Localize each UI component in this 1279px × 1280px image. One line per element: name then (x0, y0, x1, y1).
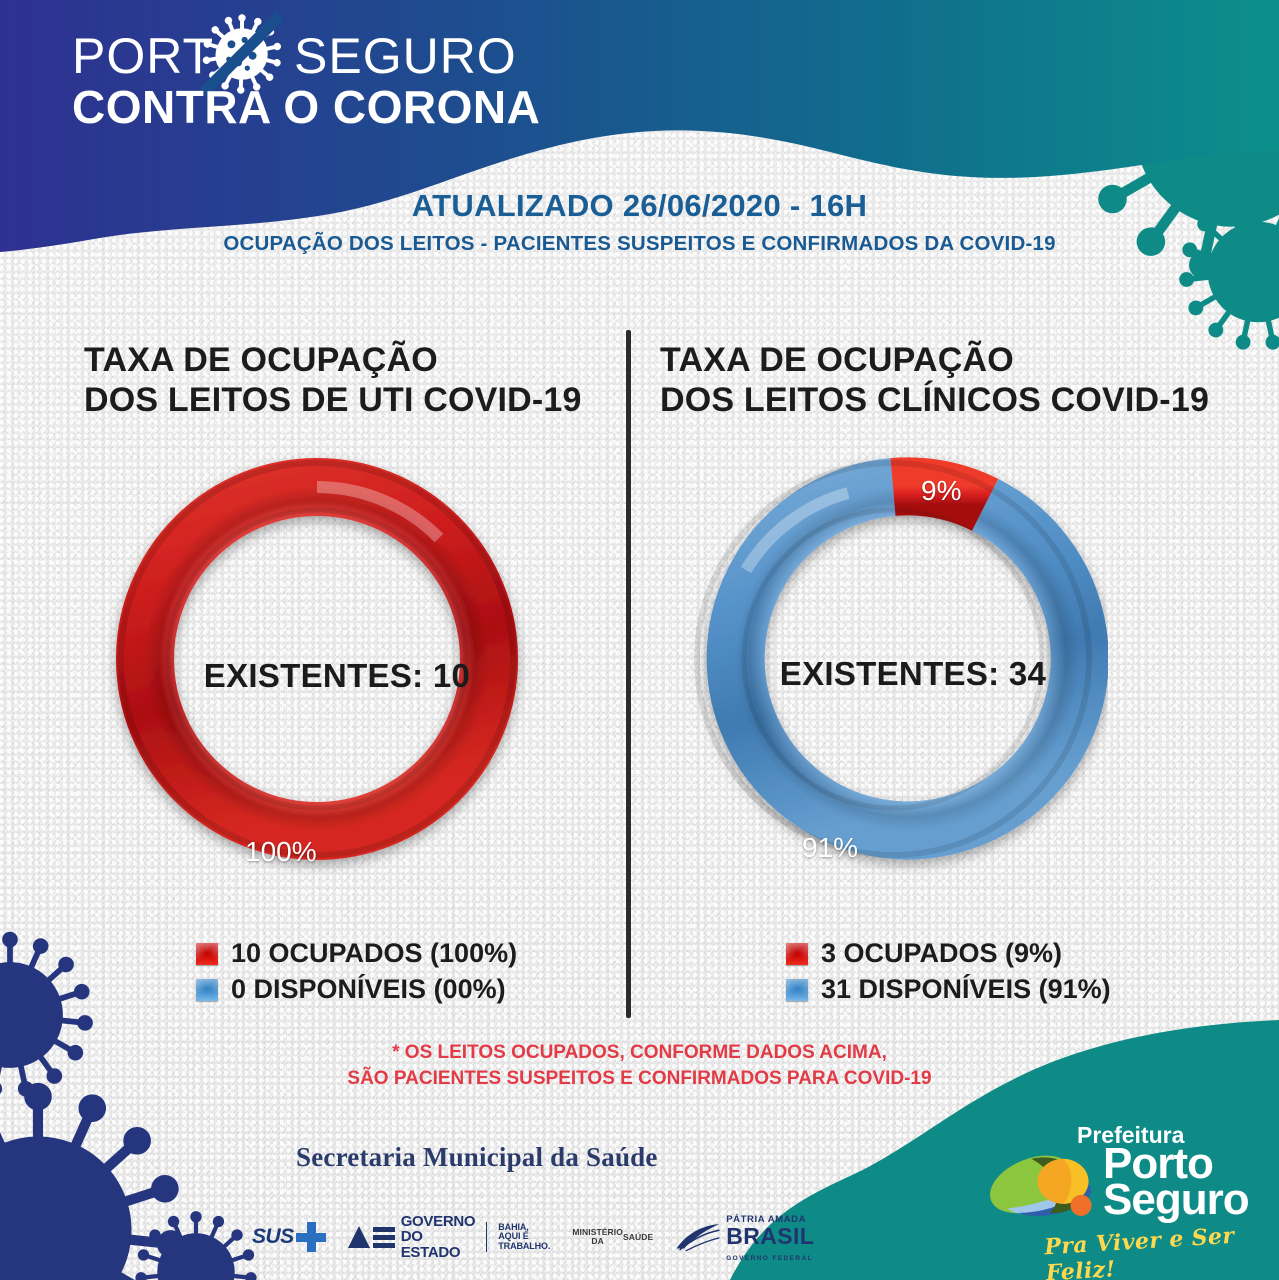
footnote-line-1: * OS LEITOS OCUPADOS, CONFORME DADOS ACI… (392, 1042, 887, 1063)
legend-label-occupied: 3 OCUPADOS (9%) (821, 938, 1063, 968)
logo-separator (486, 1222, 488, 1252)
legend-swatch-available-icon (786, 978, 808, 1001)
panel-clinicos-title-line-2: DOS LEITOS CLÍNICOS COVID-19 (660, 381, 1210, 420)
legend-label-available: 0 DISPONÍVEIS (00%) (231, 974, 506, 1004)
prefeitura-label: Prefeitura (1077, 1122, 1185, 1148)
legend-item: 31 DISPONÍVEIS (91%) (786, 974, 1256, 1005)
footnote-line-2: SÃO PACIENTES SUSPEITOS E CONFIRMADOS PA… (347, 1067, 932, 1089)
panel-clinicos-title: TAXA DE OCUPAÇÃO DOS LEITOS CLÍNICOS COV… (650, 340, 1250, 420)
donut-chart-uti: EXISTENTES: 10 100% (102, 444, 572, 904)
governo-mark-icon (347, 1226, 395, 1248)
sus-logo-text: SUS (252, 1225, 294, 1248)
brasil-top-line: PÁTRIA AMADA (726, 1214, 807, 1225)
brasil-bottom-line: GOVERNO FEDERAL (726, 1255, 813, 1262)
page-subtitle: OCUPAÇÃO DOS LEITOS - PACIENTES SUSPEITO… (223, 232, 1056, 255)
prefeitura-name-porto: Porto (1103, 1139, 1214, 1188)
coronavirus-icon (199, 11, 285, 97)
ministerio-line-2: SAÚDE (622, 1231, 654, 1242)
panel-uti-title: TAXA DE OCUPAÇÃO DOS LEITOS DE UTI COVID… (22, 340, 622, 420)
prefeitura-porto-seguro-logo: Prefeitura Porto Seguro Pra Viver e Ser … (985, 1120, 1255, 1280)
governo-text: GOVERNO DO ESTADO (401, 1214, 476, 1260)
prefeitura-name-seguro: Seguro (1103, 1175, 1250, 1224)
panel-uti-title-line-1: TAXA DE OCUPAÇÃO (84, 341, 438, 379)
legend-swatch-available-icon (196, 978, 218, 1001)
panel-uti-title-line-2: DOS LEITOS DE UTI COVID-19 (84, 381, 582, 420)
prefeitura-mark-icon (990, 1155, 1092, 1217)
legend-label-occupied: 10 OCUPADOS (100%) (231, 938, 518, 968)
legend-swatch-occupied-icon (196, 942, 218, 965)
donut-chart-clinicos: EXISTENTES: 34 9% 91% (678, 444, 1148, 904)
panel-uti: TAXA DE OCUPAÇÃO DOS LEITOS DE UTI COVID… (22, 340, 622, 904)
ministerio-line-1: MINISTÉRIO DA (572, 1227, 623, 1246)
brasil-main-line: BRASIL (726, 1223, 815, 1249)
legend-label-available: 31 DISPONÍVEIS (91%) (821, 974, 1111, 1004)
triangle-icon (347, 1226, 370, 1248)
governo-tagline: BAHIA, AQUI É TRABALHO. (498, 1221, 551, 1252)
sus-logo: SUS (252, 1215, 326, 1259)
ministerio-da-saude-logo: MINISTÉRIO DA SAÚDE (572, 1215, 653, 1259)
secretaria-label: Secretaria Municipal da Saúde (296, 1142, 658, 1172)
panel-divider (626, 330, 631, 1018)
bars-icon (372, 1226, 395, 1248)
brand-lockup: PORTO SEGURO (72, 11, 592, 133)
header-banner: PORTO SEGURO (0, 0, 1279, 260)
governo-tagline-2: AQUI É (498, 1231, 529, 1242)
legend-item: 0 DISPONÍVEIS (00%) (196, 974, 666, 1005)
legend-uti: 10 OCUPADOS (100%) 0 DISPONÍVEIS (00%) (196, 938, 666, 1010)
governo-tagline-1: BAHIA, (498, 1221, 529, 1232)
panel-clinicos: TAXA DE OCUPAÇÃO DOS LEITOS CLÍNICOS COV… (650, 340, 1250, 904)
governo-tagline-3: TRABALHO. (498, 1240, 551, 1251)
brasil-swoosh-icon (676, 1223, 720, 1252)
patria-amada-brasil-logo: PÁTRIA AMADA BRASIL GOVERNO FEDERAL (675, 1215, 814, 1262)
updated-timestamp: ATUALIZADO 26/06/2020 - 16H (411, 188, 868, 223)
medical-cross-icon (295, 1222, 326, 1252)
governo-do-estado-logo: GOVERNO DO ESTADO BAHIA, AQUI É TRABALHO… (347, 1214, 551, 1260)
panel-clinicos-title-line-1: TAXA DE OCUPAÇÃO (660, 341, 1014, 379)
legend-clinicos: 3 OCUPADOS (9%) 31 DISPONÍVEIS (91%) (786, 938, 1256, 1010)
legend-item: 3 OCUPADOS (9%) (786, 938, 1256, 969)
brand-line-1: PORTO SEGURO (72, 22, 592, 84)
brand-word-seguro: SEGURO (294, 28, 517, 84)
legend-item: 10 OCUPADOS (100%) (196, 938, 666, 969)
brand-line-2: CONTRA O CORONA (72, 81, 541, 133)
footnote: * OS LEITOS OCUPADOS, CONFORME DADOS ACI… (0, 1040, 1279, 1091)
governo-line-1: GOVERNO (400, 1213, 476, 1231)
brasil-text: PÁTRIA AMADA BRASIL GOVERNO FEDERAL (726, 1210, 814, 1264)
legend-swatch-occupied-icon (786, 942, 808, 965)
prefeitura-tagline: Pra Viver e Ser Feliz! (1043, 1222, 1236, 1280)
governo-line-2: DO ESTADO (400, 1228, 461, 1261)
institutional-logos: SUS GOVERNO DO ESTADO BAHIA, AQUI É TRAB… (252, 1212, 814, 1262)
